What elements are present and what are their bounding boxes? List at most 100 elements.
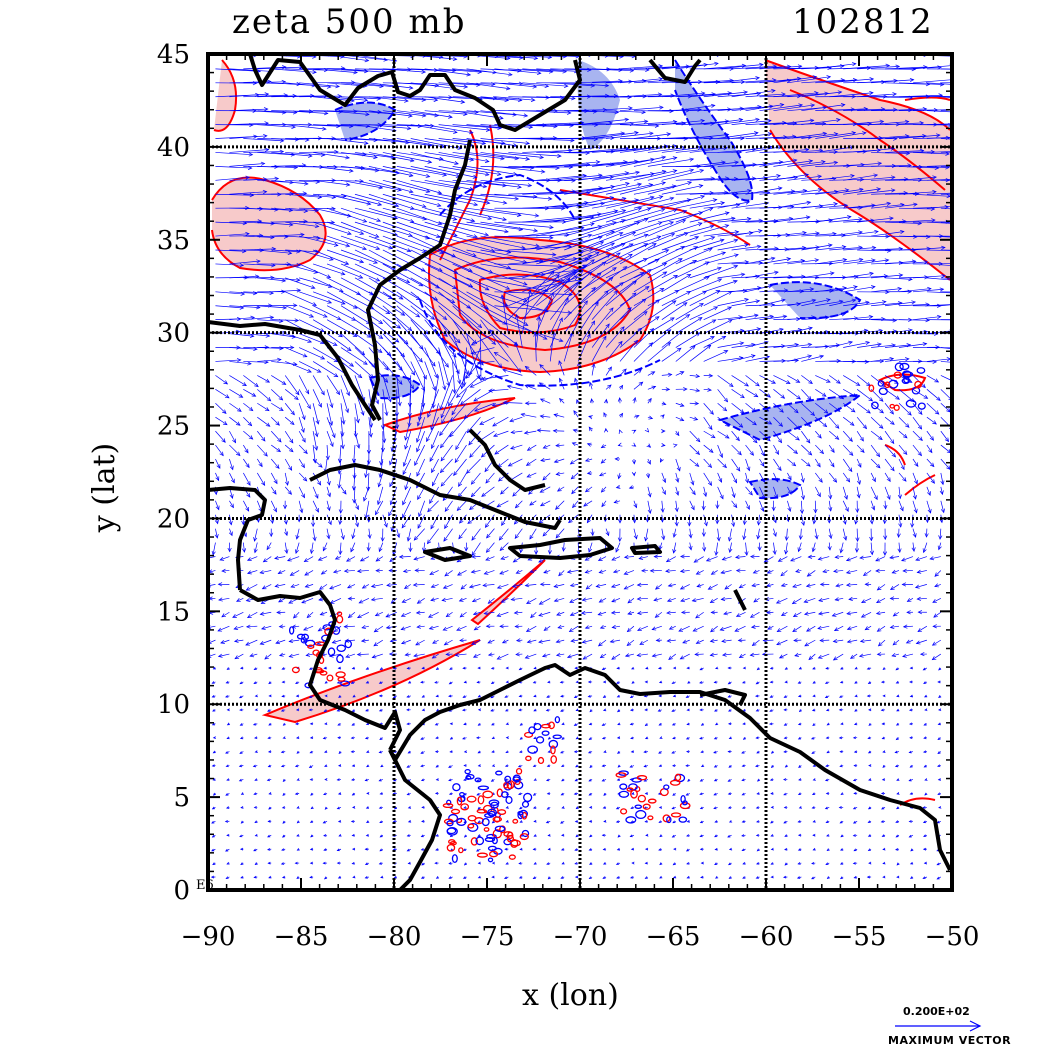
wind-vector-head xyxy=(402,513,406,519)
wind-vector-head xyxy=(463,778,467,781)
wind-vector xyxy=(247,570,258,574)
wind-vector-head xyxy=(827,546,832,551)
wind-vector-head xyxy=(654,585,660,590)
wind-vector-head xyxy=(350,750,354,754)
wind-vector xyxy=(647,219,686,237)
wind-vector-head xyxy=(719,626,725,631)
wind-vector-head xyxy=(751,583,757,588)
wind-vector-head xyxy=(741,806,746,809)
wind-vector-head xyxy=(808,655,813,661)
wind-vector-head xyxy=(427,507,432,513)
wind-vector-head xyxy=(557,624,563,629)
wind-vector-head xyxy=(923,722,927,726)
wind-vector xyxy=(731,458,741,472)
wind-vector-head xyxy=(337,484,342,489)
wind-vector xyxy=(745,402,756,412)
wind-vector xyxy=(926,403,940,415)
wind-vector-head xyxy=(643,750,647,754)
wind-vector xyxy=(340,486,347,495)
wind-vector xyxy=(229,430,236,443)
wind-vector-head xyxy=(542,531,548,537)
wind-vector xyxy=(275,584,286,587)
wind-vector-head xyxy=(744,551,749,556)
wind-vector-head xyxy=(715,504,720,510)
wind-vector-head xyxy=(602,680,607,684)
wind-vector-head xyxy=(324,722,328,726)
wind-vector-head xyxy=(756,820,760,823)
wind-vector xyxy=(907,598,914,602)
wind-vector-head xyxy=(246,570,252,575)
wind-vector xyxy=(801,458,811,467)
wind-vector-head xyxy=(490,708,494,712)
wind-vector-head xyxy=(741,820,745,823)
wind-vector-head xyxy=(490,681,495,684)
wind-vector-head xyxy=(481,492,486,497)
wind-vector-head xyxy=(610,610,616,615)
wind-vector-head xyxy=(868,764,872,767)
wind-vector-head xyxy=(431,468,435,474)
wind-vector-head xyxy=(909,764,913,768)
wind-vector-head xyxy=(674,521,679,527)
wind-vector xyxy=(884,472,891,482)
wind-vector-head xyxy=(695,614,700,619)
wind-vector-head xyxy=(309,736,314,740)
wind-vector xyxy=(870,514,873,524)
wind-vector xyxy=(703,239,738,251)
wind-vector-head xyxy=(881,778,886,781)
wind-vector xyxy=(285,333,312,343)
wind-vector xyxy=(365,500,370,519)
wind-vector xyxy=(717,472,722,483)
wind-vector xyxy=(926,500,931,514)
wind-vector-head xyxy=(402,470,407,476)
wind-vector-head xyxy=(490,695,494,699)
wind-vector-head xyxy=(848,596,853,601)
wind-vector xyxy=(485,556,495,561)
wind-vector-head xyxy=(308,667,313,670)
wind-vector-head xyxy=(441,597,447,602)
wind-vector xyxy=(401,611,411,617)
wind-vector-head xyxy=(911,547,916,552)
wind-vector xyxy=(209,611,216,614)
wind-vector xyxy=(330,598,342,604)
wind-vector-head xyxy=(846,626,852,631)
wind-vector-head xyxy=(617,764,621,768)
wind-vector-head xyxy=(254,750,258,753)
wind-vector-head xyxy=(672,443,678,448)
wind-vector-head xyxy=(499,624,504,629)
wind-vector-head xyxy=(666,610,671,615)
wind-vector xyxy=(306,612,314,618)
wind-vector-head xyxy=(356,652,362,657)
wind-vector-head xyxy=(444,524,449,530)
wind-vector-head xyxy=(897,548,902,554)
wind-vector-head xyxy=(336,778,340,782)
wind-vector xyxy=(828,472,837,483)
wind-vector-head xyxy=(411,370,416,376)
wind-vector-head xyxy=(772,518,777,524)
wind-vector xyxy=(626,639,635,646)
wind-vector-head xyxy=(854,680,858,684)
wind-vector xyxy=(703,280,738,293)
wind-vector xyxy=(926,472,935,484)
wind-vector-head xyxy=(831,612,837,617)
wind-vector-head xyxy=(783,736,787,740)
wind-vector-head xyxy=(324,694,328,698)
wind-vector-head xyxy=(641,568,646,573)
wind-vector-head xyxy=(699,708,703,712)
wind-vector-head xyxy=(598,598,604,603)
wind-vector-head xyxy=(881,722,885,726)
wind-vector-head xyxy=(923,861,927,865)
wind-vector xyxy=(339,542,342,555)
wind-vector-head xyxy=(226,806,230,809)
wind-vector-head xyxy=(574,666,578,670)
wind-vector xyxy=(417,514,426,529)
wind-vector-head xyxy=(471,554,476,559)
wind-vector-head xyxy=(892,612,898,617)
wind-vector-head xyxy=(923,681,927,684)
wind-vector-head xyxy=(477,694,481,698)
wind-vector-head xyxy=(491,820,495,824)
wind-vector-head xyxy=(960,348,964,351)
wind-vector-head xyxy=(475,848,480,852)
wind-vector-head xyxy=(755,876,759,879)
wind-vector xyxy=(516,570,523,574)
wind-vector xyxy=(215,403,227,414)
